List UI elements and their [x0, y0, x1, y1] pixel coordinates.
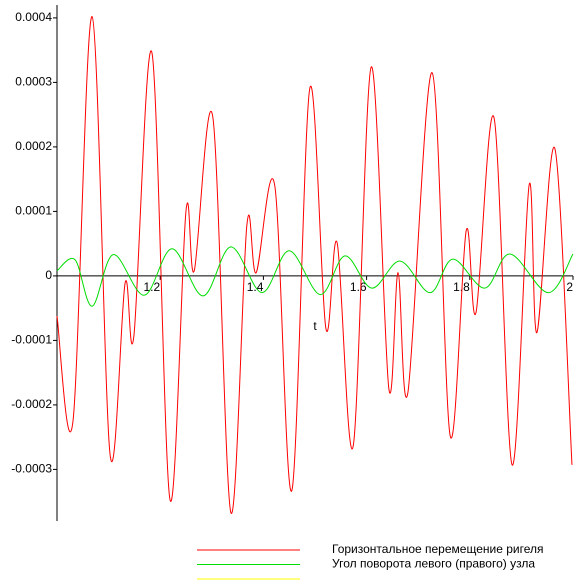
legend-label: Угол поворота левого (правого) узла: [332, 557, 535, 571]
x-tick-label: 1.6: [350, 280, 367, 294]
x-tick-label: 2: [566, 280, 573, 294]
y-tick-label: -0.0003: [11, 462, 52, 476]
y-tick-label: 0.0004: [15, 10, 52, 24]
y-tick-label: 0.0001: [15, 204, 52, 218]
legend-label: Горизонтальное перемещение ригеля: [332, 542, 543, 556]
series-line: [56, 16, 573, 514]
y-tick-label: 0: [45, 268, 52, 282]
y-tick-label: -0.0002: [11, 397, 52, 411]
y-tick-label: -0.0001: [11, 333, 52, 347]
x-axis-label: t: [313, 319, 317, 333]
y-tick-label: 0.0003: [15, 75, 52, 89]
y-tick-label: 0.0002: [15, 139, 52, 153]
series-line: [56, 246, 574, 307]
